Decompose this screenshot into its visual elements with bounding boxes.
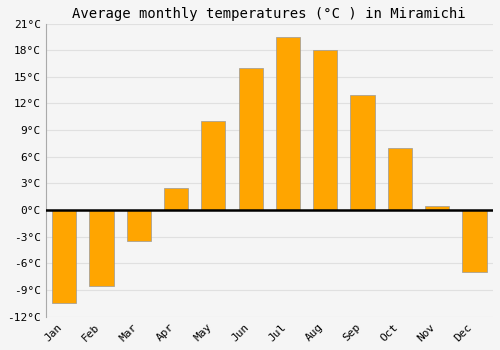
- Bar: [350, 94, 374, 210]
- Bar: [164, 188, 188, 210]
- Bar: [126, 210, 151, 241]
- Bar: [425, 206, 449, 210]
- Bar: [276, 37, 300, 210]
- Bar: [52, 210, 76, 303]
- Bar: [462, 210, 486, 272]
- Bar: [90, 210, 114, 286]
- Bar: [388, 148, 412, 210]
- Bar: [201, 121, 226, 210]
- Bar: [238, 68, 263, 210]
- Title: Average monthly temperatures (°C ) in Miramichi: Average monthly temperatures (°C ) in Mi…: [72, 7, 466, 21]
- Bar: [313, 50, 338, 210]
